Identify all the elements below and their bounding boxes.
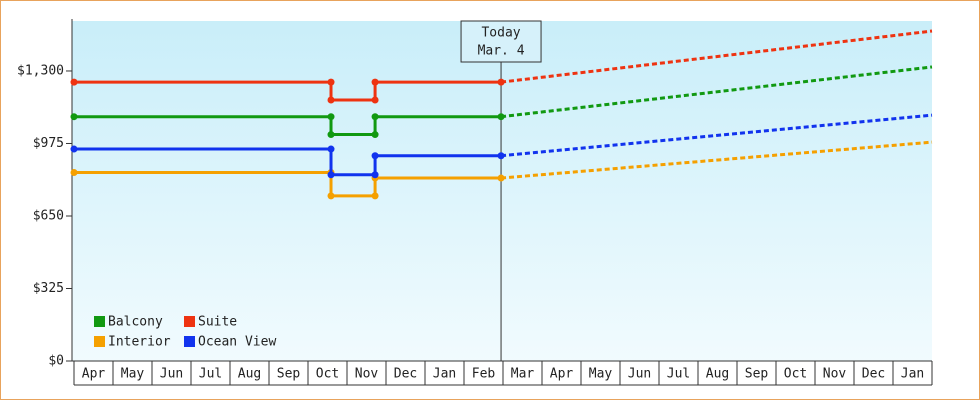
legend-swatch	[94, 316, 105, 327]
x-tick-label: Jan	[433, 367, 456, 382]
legend-label: Interior	[108, 335, 171, 350]
forecast-line	[500, 29, 933, 84]
x-tick-label: Sep	[745, 367, 769, 382]
legend-label: Suite	[198, 315, 237, 330]
x-tick-label: Aug	[238, 367, 261, 382]
today-label: Today	[481, 26, 520, 41]
series-line	[74, 115, 502, 137]
point	[371, 192, 379, 200]
x-tick-label: Jan	[901, 367, 924, 382]
y-tick-label: $975	[33, 136, 64, 151]
point	[327, 113, 335, 121]
point	[371, 152, 379, 160]
forecast-line	[500, 113, 933, 158]
y-tick-label: $325	[33, 281, 64, 296]
today-label: Mar. 4	[478, 44, 525, 59]
point	[70, 78, 78, 86]
x-tick-label: Oct	[316, 367, 339, 382]
point	[327, 145, 335, 153]
point	[497, 152, 505, 160]
x-tick-label: Oct	[784, 367, 807, 382]
series-line	[74, 80, 502, 102]
x-tick-label: Jul	[667, 367, 690, 382]
x-tick-label: May	[589, 367, 613, 382]
forecast-line	[500, 65, 933, 119]
point	[497, 113, 505, 121]
point	[327, 78, 335, 86]
legend-swatch	[184, 316, 195, 327]
point	[327, 171, 335, 179]
series-line	[74, 147, 502, 177]
plot-area	[72, 21, 932, 361]
x-tick-label: Apr	[550, 367, 574, 382]
point	[371, 131, 379, 139]
point	[327, 192, 335, 200]
point	[327, 96, 335, 104]
x-tick-label: Aug	[706, 367, 729, 382]
point	[371, 113, 379, 121]
today-box	[460, 20, 542, 63]
x-tick-label: Nov	[823, 367, 847, 382]
point	[70, 168, 78, 176]
series-line	[74, 170, 502, 198]
x-tick-label: Dec	[394, 367, 417, 382]
legend-swatch	[184, 336, 195, 347]
x-tick-label: May	[121, 367, 145, 382]
x-tick-label: Nov	[355, 367, 379, 382]
y-tick-label: $1,300	[17, 63, 64, 78]
forecast-line	[500, 140, 933, 180]
point	[327, 131, 335, 139]
legend-label: Ocean View	[198, 335, 276, 350]
point	[371, 96, 379, 104]
point	[70, 113, 78, 121]
x-tick-label: Mar	[511, 367, 535, 382]
x-tick-label: Jun	[160, 367, 183, 382]
point	[70, 145, 78, 153]
legend-label: Balcony	[108, 315, 163, 330]
point	[371, 171, 379, 179]
point	[497, 174, 505, 182]
x-tick-label: Jun	[628, 367, 651, 382]
x-tick-label: Dec	[862, 367, 885, 382]
x-tick-label: Feb	[472, 367, 496, 382]
y-tick-label: $0	[48, 354, 64, 369]
x-tick-label: Sep	[277, 367, 301, 382]
point	[371, 78, 379, 86]
y-tick-label: $650	[33, 208, 64, 223]
legend-swatch	[94, 336, 105, 347]
point	[497, 78, 505, 86]
x-tick-label: Apr	[82, 367, 106, 382]
x-tick-label: Jul	[199, 367, 222, 382]
